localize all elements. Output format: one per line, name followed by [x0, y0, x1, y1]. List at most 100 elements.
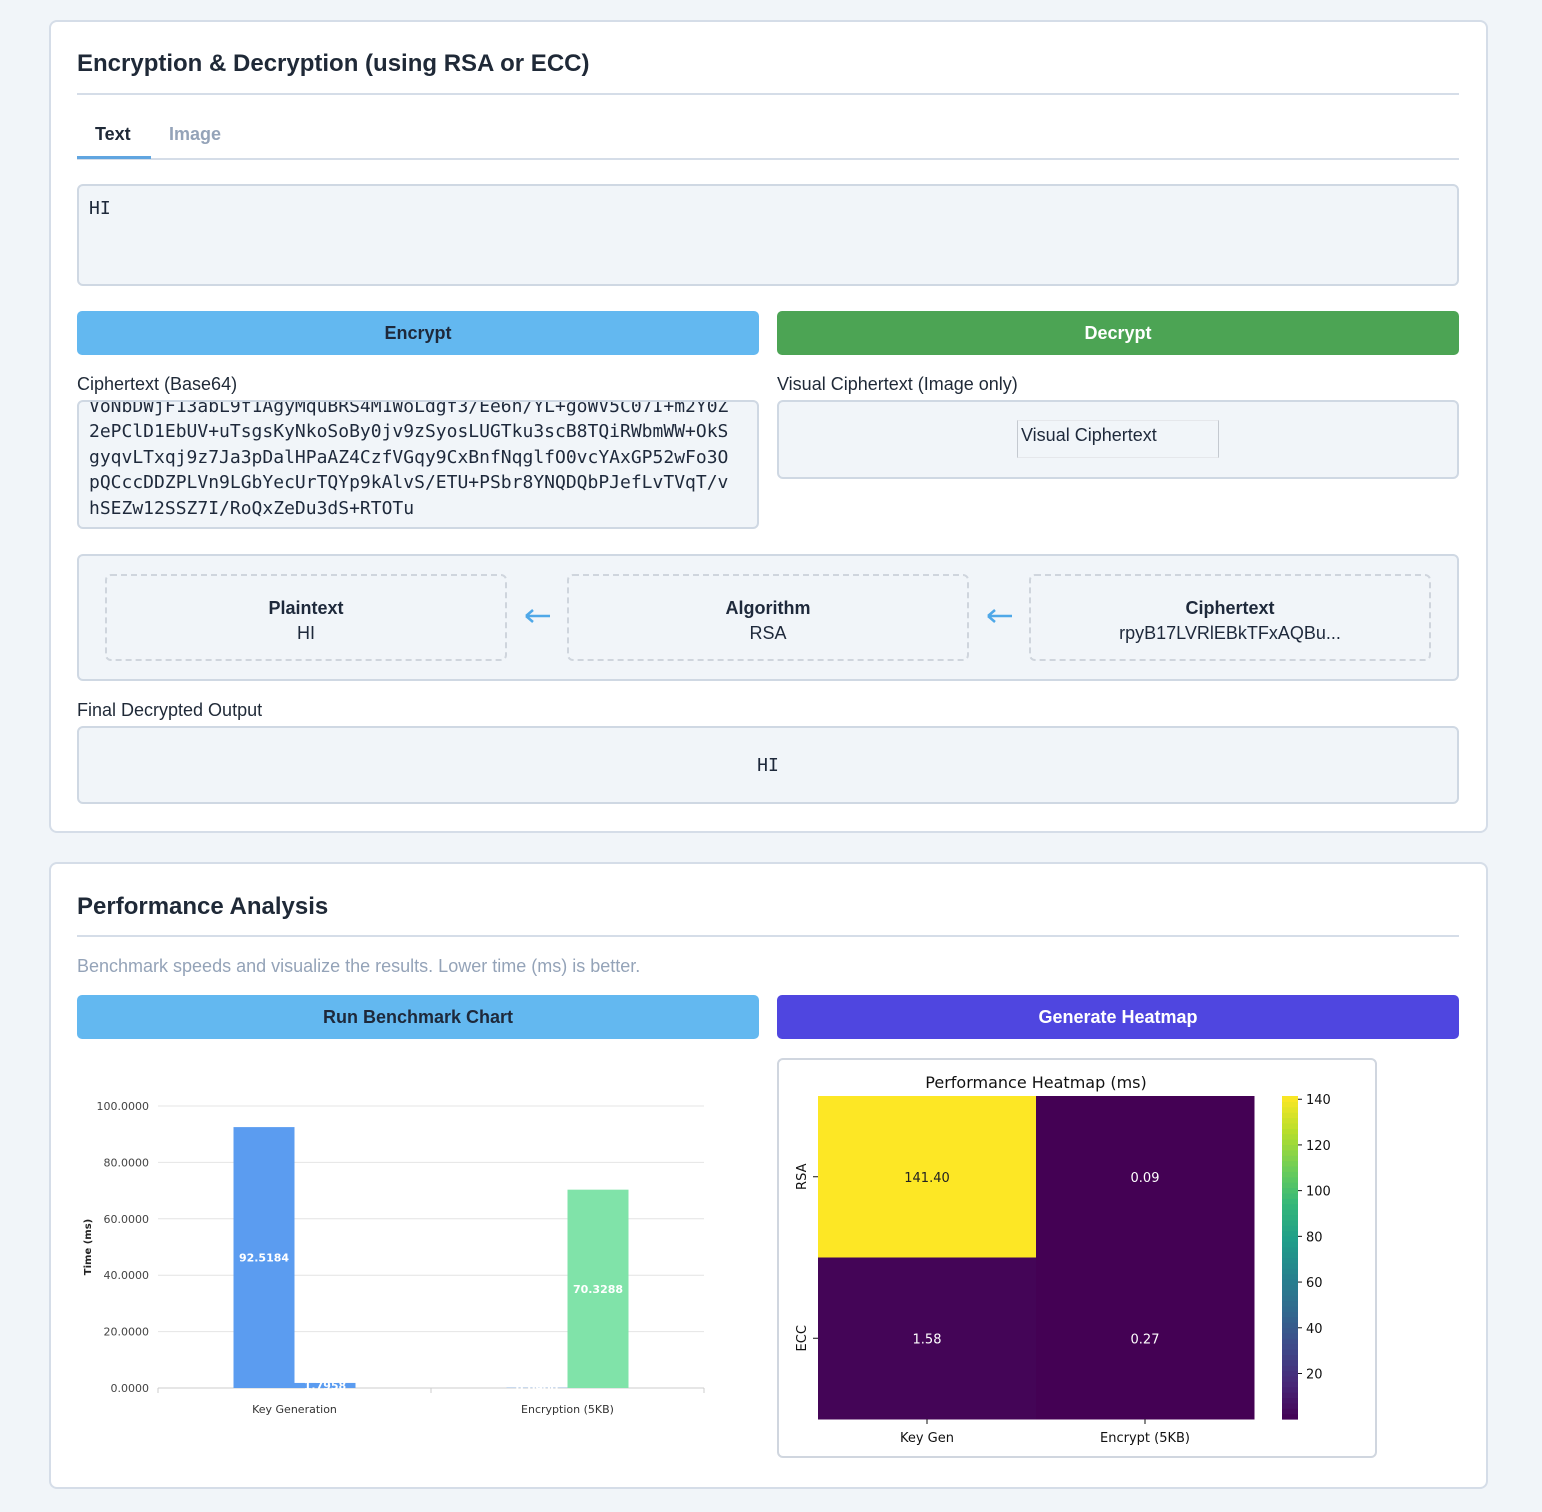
colorbar-segment	[1282, 1300, 1298, 1307]
tab[interactable]: Text	[95, 124, 131, 144]
colorbar-segment	[1282, 1144, 1298, 1151]
x-tick-label: Key Gen	[900, 1431, 954, 1446]
colorbar-segment	[1282, 1128, 1298, 1135]
heatmap-chart: Performance Heatmap (ms) RSA 141.40 0.09 ECC…	[777, 1058, 1377, 1458]
heatmap-cell	[818, 1096, 1037, 1258]
x-tick-label: Encryption (5KB)	[521, 1403, 614, 1416]
colorbar-segment	[1282, 1279, 1298, 1286]
flow-title: Plaintext	[268, 598, 344, 618]
text-input[interactable]: HI	[77, 184, 1459, 286]
colorbar-tick-label: 120	[1306, 1139, 1331, 1154]
cell-label: 1.58	[913, 1332, 942, 1347]
divider	[77, 935, 1459, 937]
colorbar-segment	[1282, 1209, 1298, 1216]
heatmap-button[interactable]: Generate Heatmap	[777, 995, 1459, 1039]
bar	[294, 1382, 356, 1388]
flow-step: Plaintext HI	[105, 574, 507, 661]
colorbar-segment	[1282, 1408, 1298, 1415]
colorbar-segment	[1282, 1332, 1298, 1339]
encrypt-button[interactable]: Encrypt	[77, 311, 759, 355]
tab-indicator	[77, 156, 151, 159]
colorbar-segment	[1282, 1305, 1298, 1312]
colorbar-segment	[1282, 1295, 1298, 1302]
colorbar-segment	[1282, 1198, 1298, 1205]
y-tick-label: 20.0000	[104, 1326, 150, 1339]
colorbar-segment	[1282, 1101, 1298, 1108]
y-tick-label: 40.0000	[104, 1269, 150, 1282]
colorbar-segment	[1282, 1106, 1298, 1113]
colorbar-segment	[1282, 1349, 1298, 1355]
colorbar-segment	[1282, 1133, 1298, 1140]
colorbar-segment	[1282, 1311, 1298, 1318]
colorbar-segment	[1282, 1402, 1298, 1409]
colorbar-segment	[1282, 1214, 1298, 1221]
colorbar-segment	[1282, 1365, 1298, 1372]
colorbar-segment	[1282, 1192, 1298, 1199]
subtitle: Benchmark speeds and visualize the resul…	[77, 956, 641, 976]
colorbar-segment	[1282, 1096, 1298, 1102]
cell-label: 141.40	[904, 1171, 950, 1186]
colorbar-segment	[1282, 1327, 1298, 1334]
bar-value-label: 92.5184	[239, 1252, 289, 1265]
colorbar-tick-label: 100	[1306, 1185, 1331, 1200]
benchmark-button[interactable]: Run Benchmark Chart	[77, 995, 759, 1039]
label: Final Decrypted Output	[77, 700, 263, 720]
colorbar-segment	[1282, 1171, 1298, 1178]
ciphertext-line: gyqvLTxqj9z7Ja3pDalHPaAZ4CzfVGqy9CxBnfNq…	[89, 446, 729, 468]
colorbar-segment	[1282, 1160, 1298, 1167]
flow-title: Algorithm	[725, 598, 811, 618]
colorbar-segment	[1282, 1322, 1298, 1329]
ciphertext-line: VoNbDWjF13abL9f1AgyMquBRS4M1WoLdgf3/Ee6h…	[89, 400, 729, 417]
y-tick-label: ECC	[795, 1325, 810, 1351]
colorbar-segment	[1282, 1182, 1298, 1189]
colorbar-segment	[1282, 1257, 1298, 1264]
x-tick-label: Encrypt (5KB)	[1100, 1431, 1190, 1446]
decrypted-output: HI	[77, 726, 1459, 804]
tab[interactable]: Image	[169, 124, 222, 144]
colorbar-segment	[1282, 1386, 1298, 1393]
colorbar-tick-label: 140	[1306, 1093, 1331, 1108]
colorbar-segment	[1282, 1397, 1298, 1404]
colorbar-segment	[1282, 1225, 1298, 1232]
y-tick-label: 100.0000	[97, 1100, 150, 1113]
colorbar-segment	[1282, 1392, 1298, 1399]
y-tick-label: 0.0000	[111, 1382, 150, 1395]
broken-image: Visual Ciphertext	[1017, 420, 1219, 458]
colorbar-segment	[1282, 1370, 1298, 1377]
flow-value: RSA	[749, 623, 787, 643]
colorbar-segment	[1282, 1354, 1298, 1361]
tab-bar	[77, 158, 1459, 160]
colorbar-segment	[1282, 1117, 1298, 1124]
ciphertext-output[interactable]: VoNbDWjF13abL9f1AgyMquBRS4M1WoLdgf3/Ee6h…	[77, 400, 759, 529]
colorbar-segment	[1282, 1230, 1298, 1237]
colorbar-segment	[1282, 1413, 1298, 1420]
colorbar-segment	[1282, 1343, 1298, 1350]
x-tick-label: Key Generation	[252, 1403, 337, 1416]
colorbar-segment	[1282, 1246, 1298, 1253]
flow-value: HI	[297, 623, 315, 643]
colorbar-tick-label: 60	[1306, 1276, 1323, 1291]
cell-label: 0.27	[1131, 1332, 1160, 1347]
colorbar-segment	[1282, 1219, 1298, 1226]
flow-step: Ciphertext rpyB17LVRlEBkTFxAQBu...	[1029, 574, 1431, 661]
y-axis-title: Time (ms)	[83, 1219, 94, 1275]
y-tick-label: 80.0000	[104, 1156, 150, 1169]
bar-value-label: 0.0900	[516, 1382, 559, 1395]
colorbar-segment	[1282, 1241, 1298, 1248]
label: Ciphertext (Base64)	[77, 374, 238, 394]
divider	[77, 93, 1459, 95]
y-tick-label: 60.0000	[104, 1213, 150, 1226]
ciphertext-line: hSEZw12SSZ7I/RoQxZeDu3dS+RTOTu	[89, 497, 415, 519]
colorbar-segment	[1282, 1139, 1298, 1146]
colorbar-segment	[1282, 1122, 1298, 1129]
colorbar-segment	[1282, 1203, 1298, 1210]
bar	[233, 1127, 295, 1388]
section-title: Performance Analysis	[77, 893, 329, 920]
bar	[567, 1189, 629, 1388]
flow-value: rpyB17LVRlEBkTFxAQBu...	[1119, 623, 1341, 643]
label: Visual Ciphertext (Image only)	[777, 374, 1018, 394]
visual-ciphertext-box	[777, 400, 1459, 479]
decrypt-button[interactable]: Decrypt	[777, 311, 1459, 355]
y-tick-label: RSA	[795, 1163, 810, 1190]
colorbar-segment	[1282, 1289, 1298, 1296]
